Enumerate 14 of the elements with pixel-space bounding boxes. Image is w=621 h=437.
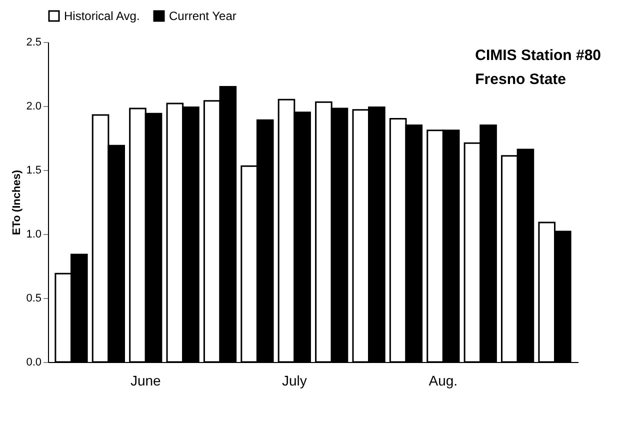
annotation: Fresno State bbox=[475, 70, 567, 90]
legend-label: Historical Avg. bbox=[64, 9, 140, 23]
x-tick-label: July bbox=[282, 372, 307, 388]
y-tick-label: 1.5 bbox=[26, 164, 42, 176]
x-tick-label: Aug. bbox=[428, 372, 458, 388]
y-tick-label: 2.0 bbox=[26, 100, 42, 112]
annotation: CIMIS Station #80 bbox=[475, 46, 601, 66]
y-tick-label: 0.5 bbox=[26, 292, 42, 304]
y-tick-label: 0.0 bbox=[26, 356, 42, 368]
legend-label: Current Year bbox=[169, 9, 236, 23]
y-axis-title: ETo (Inches) bbox=[11, 170, 24, 236]
y-tick-label: 1.0 bbox=[26, 228, 42, 240]
x-tick-label: June bbox=[130, 372, 162, 388]
y-tick-label: 2.5 bbox=[26, 36, 42, 48]
